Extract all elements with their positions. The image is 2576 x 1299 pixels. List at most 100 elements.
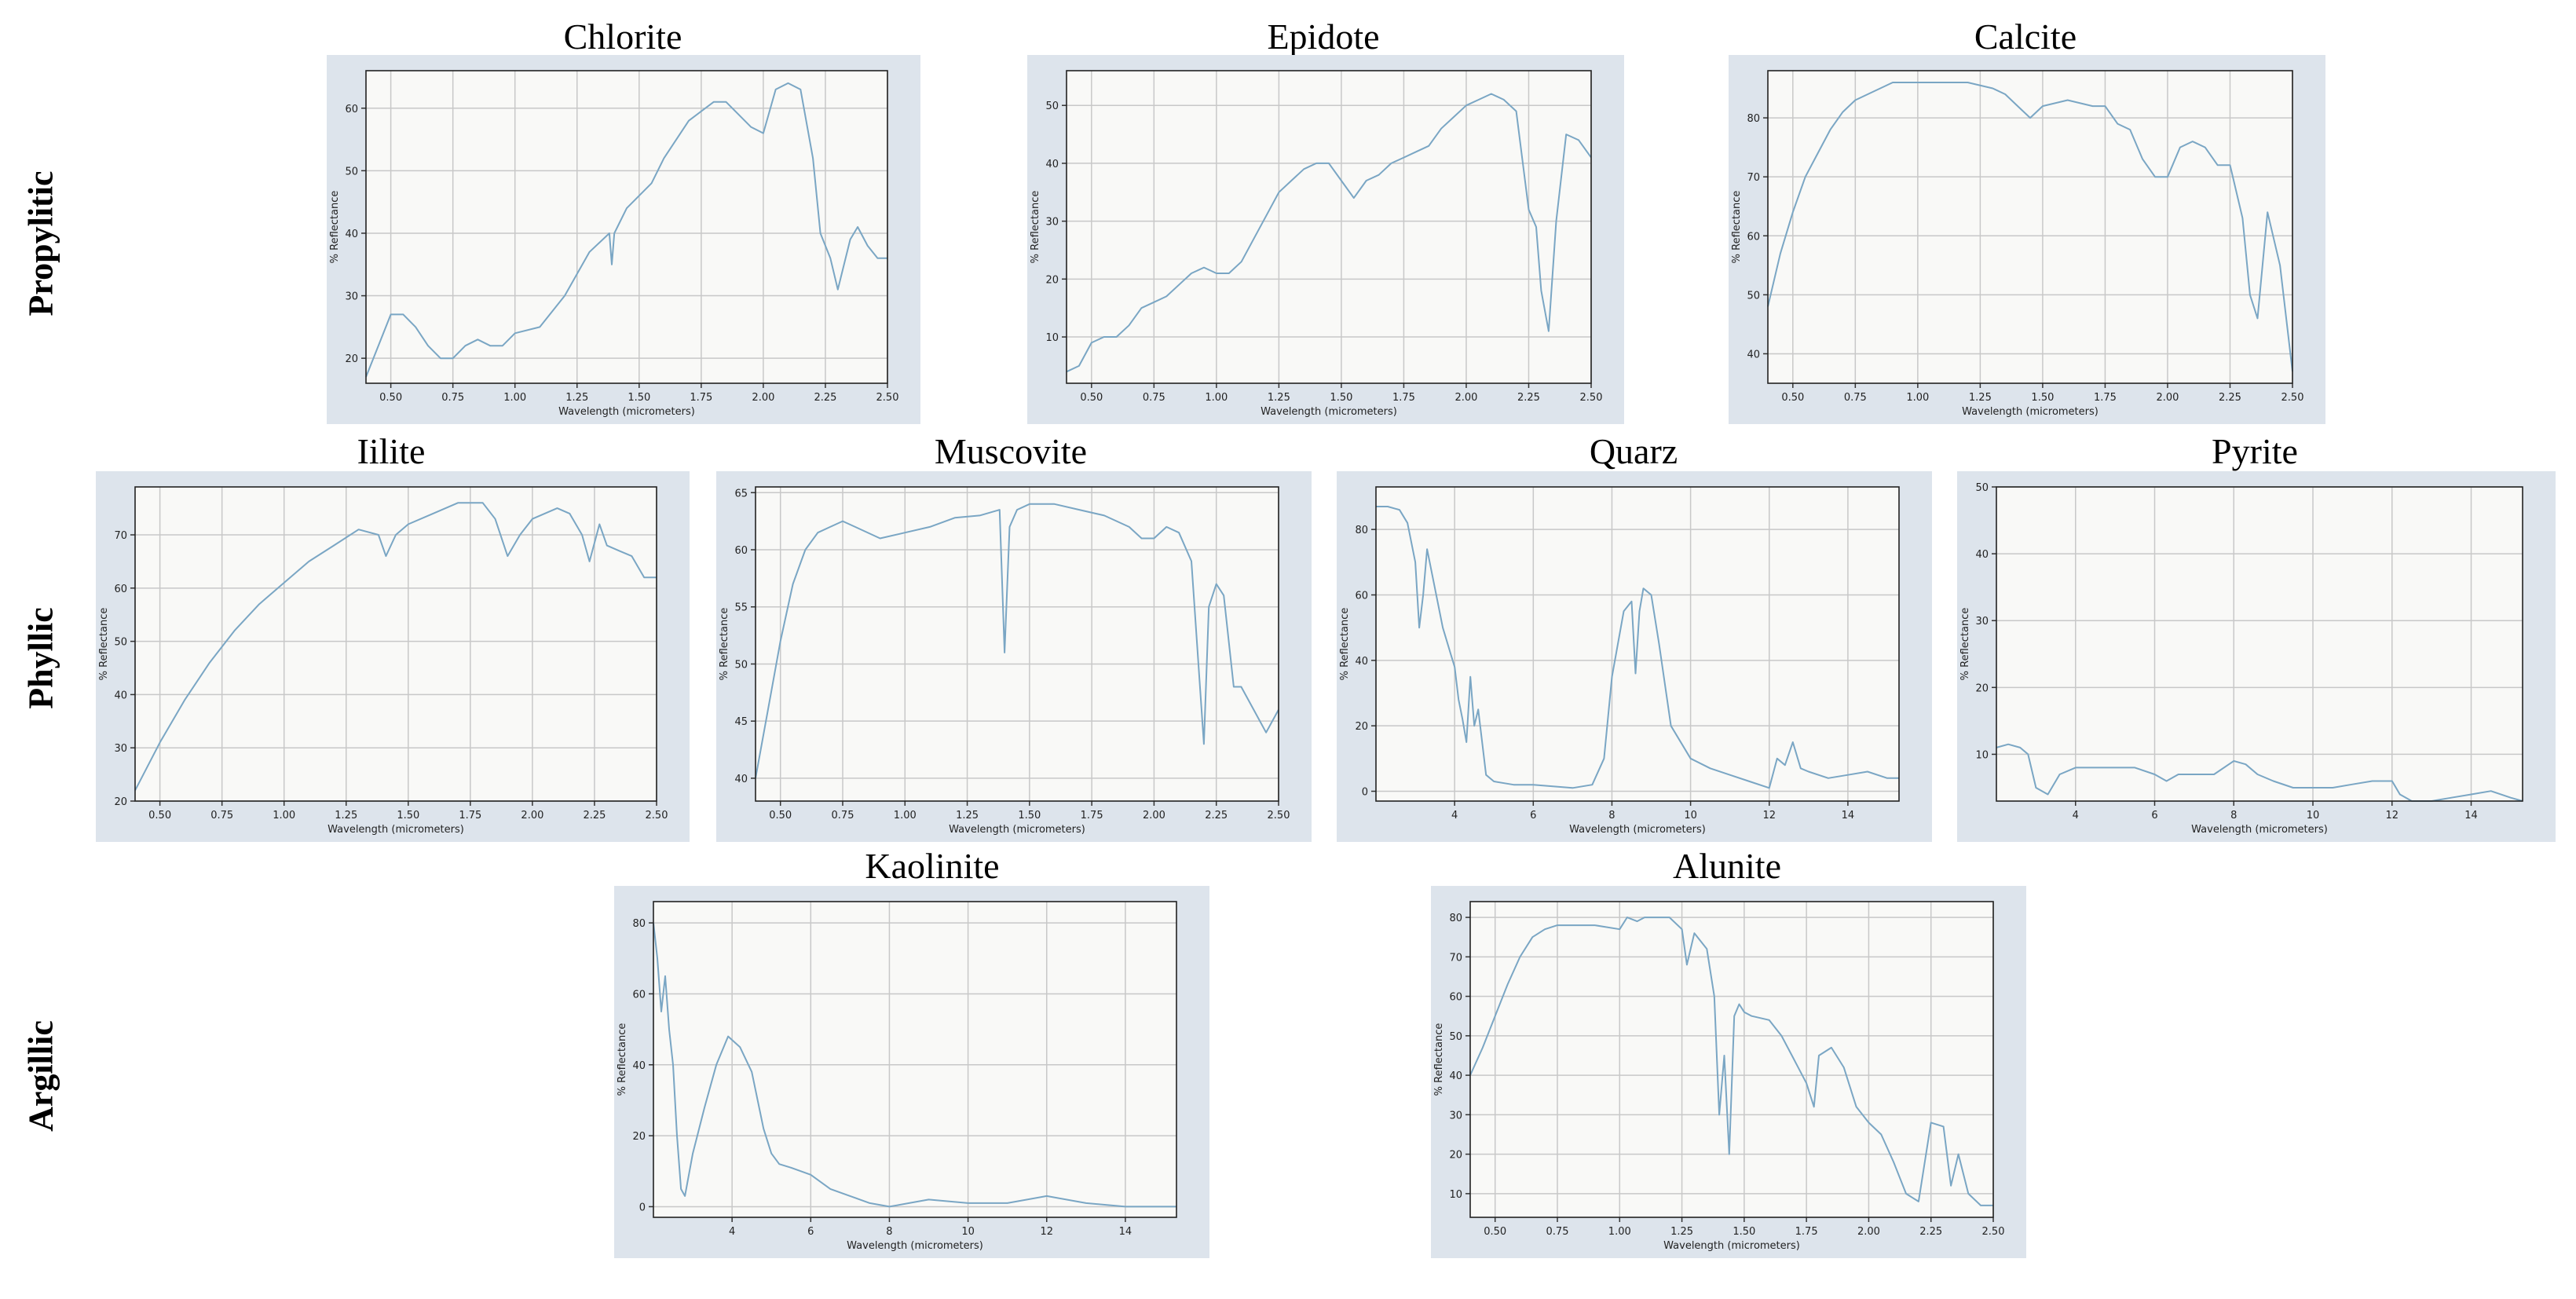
x-axis-label: Wavelength (micrometers): [558, 406, 695, 418]
x-tick-label: 2.50: [2281, 392, 2304, 404]
y-axis-label: % Reflectance: [98, 608, 110, 681]
x-axis-label: Wavelength (micrometers): [949, 824, 1085, 836]
chart-title-muscovite: Muscovite: [934, 431, 1088, 471]
y-tick-label: 30: [345, 291, 358, 303]
series-line: [755, 503, 1279, 779]
x-tick-label: 2.50: [646, 810, 668, 821]
x-tick-label: 1.50: [1330, 392, 1352, 404]
chart-title-chlorite: Chlorite: [563, 16, 682, 57]
x-tick-label: 1.00: [1205, 392, 1228, 404]
y-tick-label: 50: [1975, 482, 1989, 494]
plot-frame: [1767, 70, 2293, 384]
row-label-propylitic: Propylitic: [21, 170, 60, 317]
x-axis-label: Wavelength (micrometers): [327, 824, 464, 836]
x-axis-label: Wavelength (micrometers): [1261, 406, 1397, 418]
x-tick-label: 8: [1608, 810, 1615, 821]
row-label-argillic: Argillic: [21, 1020, 60, 1132]
series-line: [1066, 93, 1592, 373]
y-tick-label: 80: [632, 918, 646, 930]
chart-svg-pyrite: 4 6 8 10 12 14 10 20 30 40 50 Wavelength (micromete…: [1959, 482, 2523, 836]
y-tick-label: 20: [345, 353, 358, 365]
series-line: [1469, 917, 1993, 1206]
x-tick-label: 1.50: [397, 810, 419, 821]
y-tick-label: 20: [632, 1131, 646, 1143]
y-tick-label: 60: [114, 584, 127, 595]
y-tick-label: 20: [1045, 274, 1059, 286]
series-line: [365, 82, 887, 378]
y-tick-label: 0: [1362, 787, 1368, 799]
x-tick-label: 1.25: [1670, 1226, 1693, 1238]
plot-area: [756, 487, 1279, 801]
x-tick-label: 2.25: [2219, 392, 2241, 404]
x-tick-label: 2.50: [876, 392, 899, 404]
y-axis-label: % Reflectance: [1959, 608, 1971, 681]
x-tick-label: 2.00: [1857, 1226, 1880, 1238]
x-tick-label: 1.25: [956, 810, 979, 821]
x-tick-label: 4: [729, 1226, 735, 1238]
y-tick-label: 80: [1355, 525, 1368, 536]
y-tick-label: 10: [1449, 1189, 1462, 1201]
x-tick-label: 2.00: [521, 810, 543, 821]
series-line: [1376, 506, 1899, 789]
y-tick-label: 40: [1975, 549, 1989, 561]
chart-svg-quarz: 4 6 8 10 12 14 0 20 40 60 80 Wavelength (micrometer…: [1339, 486, 1900, 836]
y-tick-label: 20: [1975, 682, 1989, 694]
x-axis-label: Wavelength (micrometers): [1663, 1240, 1800, 1252]
plot-frame: [1375, 486, 1900, 802]
series-line: [1767, 82, 2293, 372]
x-tick-label: 2.50: [1982, 1226, 2005, 1238]
plot-frame: [1066, 70, 1592, 384]
y-tick-label: 60: [632, 989, 646, 1001]
x-tick-label: 12: [2385, 810, 2399, 821]
chart-panel-epidote: 0.50 0.75 1.00 1.25 1.50 1.75 2.00 2.25 2.50 10 20…: [1027, 55, 1624, 424]
y-tick-label: 60: [1355, 591, 1368, 602]
x-tick-label: 2.25: [1517, 392, 1540, 404]
x-tick-label: 0.50: [379, 392, 402, 404]
x-tick-label: 1.75: [690, 392, 712, 404]
chart-svg-calcite: 0.50 0.75 1.00 1.25 1.50 1.75 2.00 2.25 2.50 40 50…: [1731, 70, 2304, 418]
x-axis-label: Wavelength (micrometers): [1569, 824, 1706, 836]
y-tick-label: 30: [114, 743, 127, 755]
x-tick-label: 14: [1842, 810, 1855, 821]
x-tick-label: 2.00: [752, 392, 774, 404]
y-tick-label: 40: [632, 1060, 646, 1072]
x-tick-label: 1.75: [1081, 810, 1103, 821]
y-tick-label: 80: [1747, 113, 1760, 125]
y-axis-label: % Reflectance: [1030, 191, 1041, 264]
x-tick-label: 14: [1119, 1226, 1132, 1238]
y-tick-label: 10: [1975, 749, 1989, 761]
x-tick-label: 0.50: [148, 810, 171, 821]
x-tick-label: 0.50: [1781, 392, 1804, 404]
y-tick-label: 80: [1449, 913, 1462, 924]
chart-panel-iilite: 0.50 0.75 1.00 1.25 1.50 1.75 2.00 2.25 2.50 20 30…: [96, 471, 690, 842]
y-tick-label: 50: [734, 659, 748, 671]
y-tick-label: 60: [1747, 231, 1760, 243]
x-tick-label: 1.50: [628, 392, 650, 404]
x-tick-label: 8: [2230, 810, 2237, 821]
y-axis-label: % Reflectance: [719, 608, 730, 681]
x-tick-label: 0.75: [1546, 1226, 1569, 1238]
chart-title-quarz: Quarz: [1589, 431, 1678, 471]
x-tick-label: 1.75: [1392, 392, 1415, 404]
x-tick-label: 0.50: [1080, 392, 1103, 404]
x-tick-label: 1.75: [459, 810, 481, 821]
x-tick-label: 0.75: [1844, 392, 1867, 404]
x-tick-label: 1.75: [1795, 1226, 1818, 1238]
chart-panel-chlorite: 0.50 0.75 1.00 1.25 1.50 1.75 2.00 2.25 2.50 20 30…: [327, 55, 920, 424]
y-tick-label: 70: [1449, 952, 1462, 964]
chart-panel-quarz: 4 6 8 10 12 14 0 20 40 60 80 Wavelength (micrometer…: [1337, 471, 1932, 842]
y-tick-label: 70: [1747, 172, 1760, 184]
plot-area: [653, 902, 1176, 1217]
x-tick-label: 10: [1684, 810, 1697, 821]
x-tick-label: 2.00: [1143, 810, 1165, 821]
x-tick-label: 1.25: [565, 392, 588, 404]
y-axis-label: % Reflectance: [1433, 1023, 1445, 1096]
x-tick-label: 6: [2151, 810, 2157, 821]
chart-svg-kaolinite: 4 6 8 10 12 14 0 20 40 60 80 Wavelength (micrometer…: [617, 901, 1177, 1252]
y-axis-label: % Reflectance: [1731, 191, 1743, 264]
plot-frame: [1469, 901, 1994, 1218]
x-tick-label: 1.25: [1268, 392, 1290, 404]
x-tick-label: 2.25: [814, 392, 836, 404]
x-tick-label: 10: [2307, 810, 2320, 821]
x-tick-label: 2.00: [2156, 392, 2179, 404]
